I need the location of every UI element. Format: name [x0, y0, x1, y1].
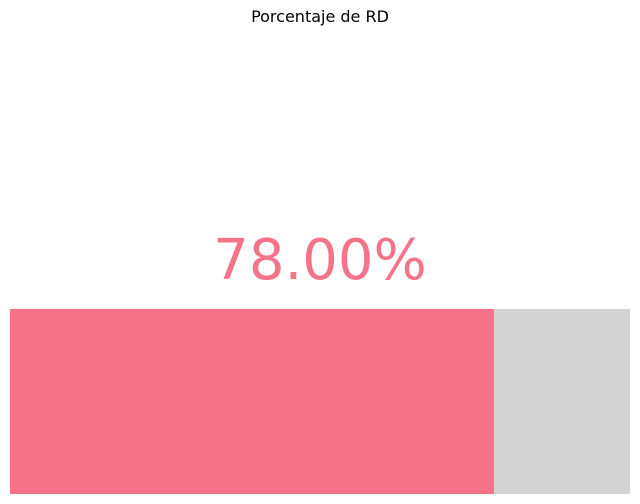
chart-title: Porcentaje de RD	[251, 7, 389, 26]
progress-bar-track	[10, 309, 630, 494]
progress-bar-fill	[10, 309, 494, 494]
percentage-label: 78.00%	[213, 228, 427, 293]
